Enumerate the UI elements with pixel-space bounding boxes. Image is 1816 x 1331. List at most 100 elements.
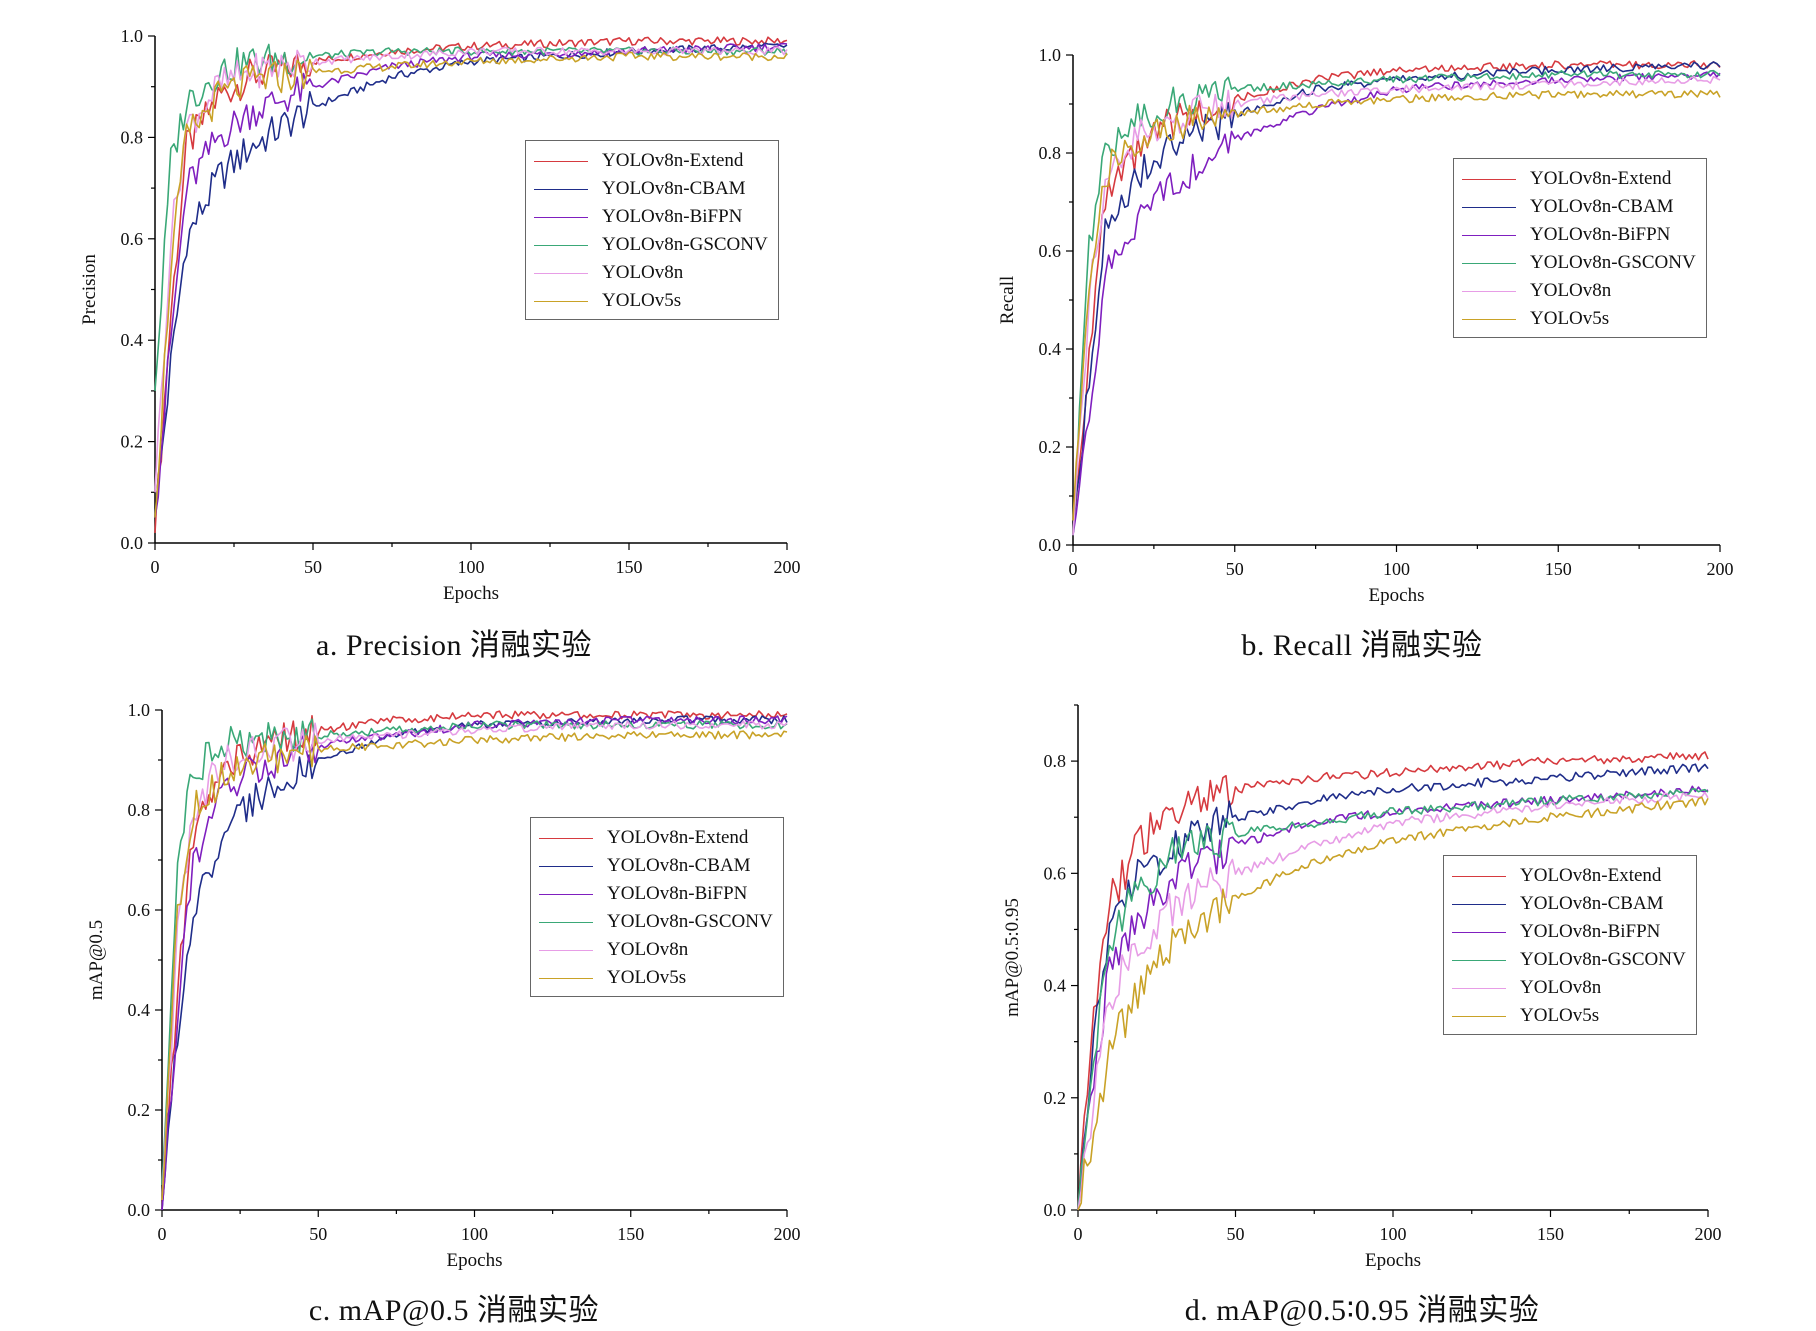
series-line-yolov5s: [161, 730, 788, 1201]
legend-label: YOLOv8n: [607, 939, 689, 960]
x-axis-label: Epochs: [1369, 585, 1425, 606]
y-tick-label: 0.2: [121, 432, 144, 452]
x-tick-label: 150: [616, 557, 643, 577]
legend-swatch: [1462, 206, 1516, 208]
legend-label: YOLOv8n-GSCONV: [1520, 949, 1686, 970]
legend-swatch: [534, 244, 588, 246]
legend-label: YOLOv8n-Extend: [602, 150, 744, 171]
chart-precision: 0 50 100 150 200 0.0 0.2 0.4 0.6 0.8 1.0 Epochs Prec…: [79, 26, 801, 604]
series-line-yolov8n-gsconv: [1077, 788, 1709, 1211]
x-tick-label: 0: [158, 1224, 167, 1244]
legend-entry: YOLOv8n-Extend: [1452, 862, 1686, 890]
y-tick-label: 0.4: [1044, 976, 1067, 996]
series-line-yolov8n-cbam: [1072, 61, 1721, 536]
x-tick-label: 50: [304, 557, 322, 577]
legend-swatch: [1462, 234, 1516, 236]
y-axis-label: mAP@0.5: [86, 920, 107, 1000]
legend-entry: YOLOv8n-CBAM: [539, 852, 773, 880]
y-tick-label: 0.6: [128, 900, 151, 920]
series-line-yolov8n-gsconv: [161, 718, 788, 1186]
legend-entry: YOLOv8n-GSCONV: [1462, 249, 1696, 277]
series-line-yolov5s: [154, 51, 788, 518]
chart-recall: 0 50 100 150 200 0.0 0.2 0.4 0.6 0.8 1.0 Epochs Reca…: [997, 45, 1734, 606]
legend-label: YOLOv8n-GSCONV: [602, 234, 768, 255]
y-tick-label: 1.0: [121, 26, 144, 46]
caption-map50: c. mAP@0.5 消融实验: [308, 1294, 600, 1327]
legend-entry: YOLOv5s: [539, 964, 773, 992]
x-tick-label: 0: [1069, 559, 1078, 579]
series-line-yolov5s: [1072, 89, 1721, 521]
legend-swatch: [539, 865, 593, 867]
legend-swatch: [539, 837, 593, 839]
x-tick-label: 150: [1545, 559, 1572, 579]
panel-map50: 0 50 100 150 200 0.0 0.2 0.4 0.6 0.8 1.0 Epochs mAP@…: [0, 665, 908, 1331]
legend-entry: YOLOv5s: [534, 287, 768, 315]
legend-swatch: [1462, 318, 1516, 320]
legend-swatch: [539, 921, 593, 923]
legend-swatch: [1462, 178, 1516, 180]
y-tick-label: 0.2: [128, 1100, 151, 1120]
legend-entry: YOLOv8n-CBAM: [1452, 890, 1686, 918]
y-tick-label: 1.0: [128, 700, 151, 720]
y-tick-label: 0.8: [121, 127, 144, 147]
legend-swatch: [1462, 262, 1516, 264]
legend-label: YOLOv8n-GSCONV: [607, 911, 773, 932]
y-tick-label: 0.6: [1044, 863, 1067, 883]
legend-entry: YOLOv5s: [1462, 305, 1696, 333]
legend-swatch: [1452, 987, 1506, 989]
legend-swatch: [534, 216, 588, 218]
legend-entry: YOLOv8n-GSCONV: [534, 231, 768, 259]
y-tick-label: 0.2: [1039, 437, 1062, 457]
legend-label: YOLOv5s: [607, 967, 687, 988]
legend-label: YOLOv8n-CBAM: [1530, 196, 1674, 217]
legend-swatch: [534, 188, 588, 190]
y-tick-label: 0.8: [128, 800, 151, 820]
y-tick-label: 0.4: [1039, 339, 1062, 359]
legend-entry: YOLOv8n-BiFPN: [539, 880, 773, 908]
panel-precision: 0 50 100 150 200 0.0 0.2 0.4 0.6 0.8 1.0 Epochs Prec…: [0, 0, 908, 665]
y-tick-label: 0.4: [121, 330, 144, 350]
series-line-yolov8n: [154, 46, 788, 493]
legend: YOLOv8n-Extend YOLOv8n-CBAM YOLOv8n-BiFPN Y…: [1453, 158, 1707, 338]
x-tick-label: 50: [1226, 559, 1244, 579]
y-tick-label: 0.2: [1044, 1088, 1067, 1108]
legend-swatch: [534, 300, 588, 302]
series-line-yolov5s: [1077, 796, 1709, 1211]
chart-map50-95: 0 50 100 150 200 0.0 0.2 0.4 0.6 0.8 Epochs mAP@0.5…: [1002, 704, 1722, 1271]
legend-entry: YOLOv8n: [1462, 277, 1696, 305]
legend-label: YOLOv5s: [602, 290, 682, 311]
legend-label: YOLOv8n: [1530, 280, 1612, 301]
legend-swatch: [1452, 959, 1506, 961]
caption-map50-95: d. mAP@0.5∶0.95 消融实验: [1184, 1294, 1540, 1327]
y-tick-label: 0.0: [121, 533, 144, 553]
legend-entry: YOLOv8n: [534, 259, 768, 287]
legend-swatch: [1452, 875, 1506, 877]
legend-swatch: [1462, 290, 1516, 292]
legend-label: YOLOv8n: [1520, 977, 1602, 998]
series-line-yolov8n-gsconv: [1072, 69, 1721, 536]
series-line-yolov8n-bifpn: [161, 715, 788, 1211]
legend-label: YOLOv8n-BiFPN: [1520, 921, 1661, 942]
y-axis-label: Precision: [79, 254, 100, 325]
legend-swatch: [539, 977, 593, 979]
legend-entry: YOLOv8n-Extend: [534, 147, 768, 175]
legend-entry: YOLOv8n-BiFPN: [1462, 221, 1696, 249]
legend-entry: YOLOv8n: [539, 936, 773, 964]
panel-recall: 0 50 100 150 200 0.0 0.2 0.4 0.6 0.8 1.0 Epochs Reca…: [908, 0, 1816, 665]
legend-swatch: [534, 272, 588, 274]
legend-label: YOLOv8n-CBAM: [1520, 893, 1664, 914]
caption-precision: a. Precision 消融实验: [316, 629, 592, 662]
series-line-yolov8n-extend: [1077, 751, 1709, 1211]
legend-entry: YOLOv5s: [1452, 1002, 1686, 1030]
y-axis-label: Recall: [997, 276, 1018, 325]
x-axis-label: Epochs: [443, 583, 499, 604]
legend-entry: YOLOv8n-CBAM: [1462, 193, 1696, 221]
x-tick-label: 200: [1695, 1224, 1722, 1244]
legend-label: YOLOv8n-BiFPN: [607, 883, 748, 904]
x-tick-label: 200: [1707, 559, 1734, 579]
panel-map50-95: 0 50 100 150 200 0.0 0.2 0.4 0.6 0.8 Epochs mAP@0.5…: [908, 665, 1816, 1331]
legend-label: YOLOv8n-Extend: [1520, 865, 1662, 886]
legend-entry: YOLOv8n-GSCONV: [539, 908, 773, 936]
x-tick-label: 50: [309, 1224, 327, 1244]
y-tick-label: 0.8: [1044, 751, 1067, 771]
